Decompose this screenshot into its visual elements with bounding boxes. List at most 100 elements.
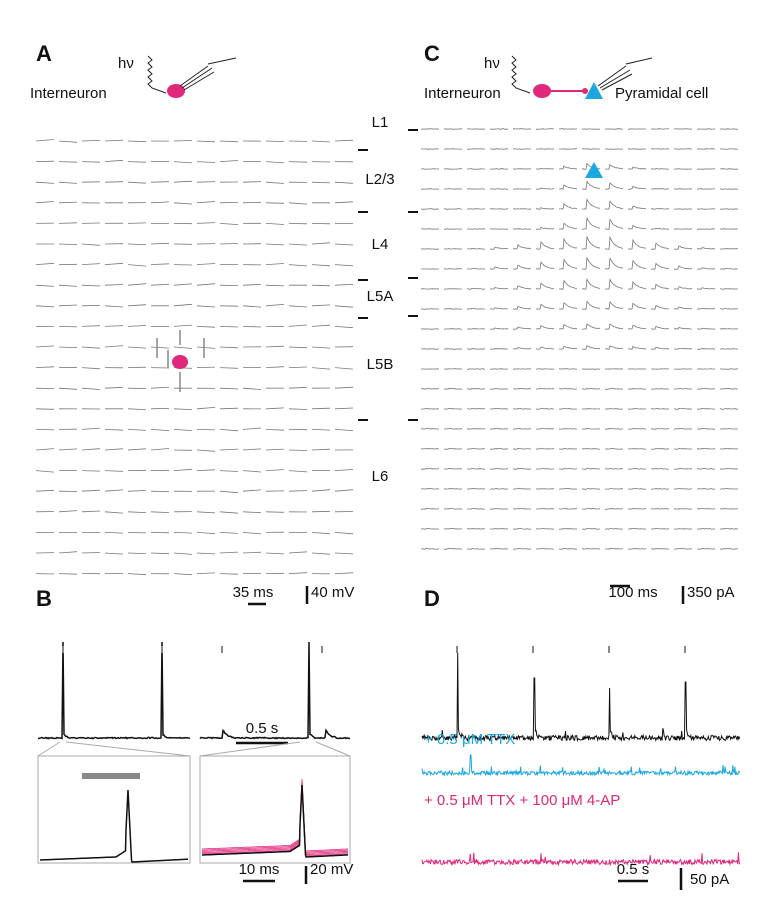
trace [219,532,239,534]
trace [535,325,555,330]
trace [104,429,124,431]
trace [512,264,531,270]
trace [466,368,486,370]
trace [288,408,308,410]
trace [173,408,193,410]
trace [104,284,124,286]
trace [311,532,331,535]
trace [604,345,623,350]
trace [535,282,555,290]
trace [81,387,101,390]
trace [334,407,354,410]
trace [696,467,715,470]
synapse [582,88,588,94]
cell-label: Interneuron [424,85,501,102]
trace [173,283,193,286]
trace [558,279,578,290]
trace [219,511,239,514]
trace [81,346,101,349]
pipette [597,57,653,91]
trace [719,528,739,530]
trace [558,184,578,190]
layer-label: L4 [372,236,389,253]
trace [35,262,55,265]
trace [150,284,170,286]
trace [443,128,463,130]
trace [219,429,239,432]
trace [719,328,739,330]
trace [311,324,331,327]
trace [650,128,669,130]
trace [696,188,716,190]
trace [58,346,78,348]
trace [420,168,440,170]
trace [512,347,532,350]
trace [535,128,554,130]
trace [604,488,624,490]
trace [673,245,693,250]
trace [535,488,555,490]
trace [265,511,285,513]
trace [173,202,193,205]
trace [581,467,601,470]
trace [104,532,124,534]
trace [512,168,532,170]
trace [334,305,354,308]
trace [673,547,693,550]
trace [512,228,532,230]
trace [444,428,463,430]
trace [104,511,124,514]
trace [420,188,440,190]
trace [420,468,440,470]
trace [489,208,508,210]
trace [420,528,440,530]
zoom [37,741,351,757]
trace [196,161,216,163]
trace [558,148,578,150]
trace [242,511,262,514]
trace [719,348,739,350]
trace [35,139,55,142]
trace [696,307,716,310]
trace [420,348,440,350]
trace [489,148,509,150]
trace [311,489,331,492]
trace [558,345,578,350]
trace [196,572,216,574]
trace [311,552,331,555]
trace [444,447,463,450]
trace [582,180,601,190]
trace [581,368,601,370]
trace [673,208,693,210]
trace [288,161,308,163]
trace [420,228,440,230]
trace [604,257,624,270]
trace [199,641,351,740]
zoom-box [199,755,351,864]
trace [466,547,486,550]
trace [173,346,193,349]
trace [581,487,600,490]
trace [673,286,693,290]
trace [58,510,78,513]
trace [173,140,193,142]
trace [604,128,624,130]
trace [421,651,741,743]
trace [558,447,578,450]
trace [627,302,646,310]
trace [536,207,554,210]
trace [512,285,532,290]
trace [651,227,670,230]
trace [535,241,555,250]
scale-label: 35 ms [233,584,274,601]
trace [311,367,331,370]
trace [466,287,486,290]
trace [604,467,624,470]
trace [719,408,739,410]
trace [219,140,239,143]
trace [696,287,716,290]
trace [466,528,486,530]
trace [627,408,647,410]
trace [311,346,331,349]
panel-label: A [36,41,52,66]
